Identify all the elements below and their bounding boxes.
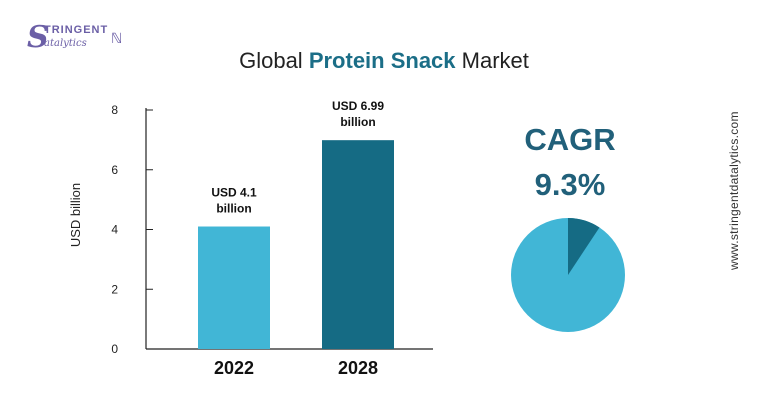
data-label: billion xyxy=(340,115,375,129)
y-tick-label: 2 xyxy=(111,282,118,296)
title-highlight: Protein Snack xyxy=(308,48,456,73)
y-axis-title: USD billion xyxy=(68,183,83,247)
data-label: billion xyxy=(216,202,251,216)
website-url: www.stringentdatalytics.com xyxy=(727,111,741,270)
y-tick-label: 6 xyxy=(111,163,118,177)
bar-2028 xyxy=(322,140,394,349)
logo-initial: S xyxy=(27,20,49,55)
cagr-value: 9.3% xyxy=(534,167,606,202)
title-suffix: Market xyxy=(455,48,529,73)
pie-slice-cagr xyxy=(568,218,600,275)
chart-title: Global Protein Snack Market xyxy=(0,48,768,74)
y-tick-label: 4 xyxy=(111,223,118,237)
bar-2022 xyxy=(198,226,270,349)
title-prefix: Global xyxy=(239,48,309,73)
logo-text-bottom: atalytics xyxy=(44,38,87,49)
data-label: USD 6.99 xyxy=(332,99,384,113)
data-label: USD 4.1 xyxy=(211,186,257,200)
cagr-label: CAGR xyxy=(524,122,616,157)
x-tick-label: 2022 xyxy=(214,358,254,378)
logo-text-top: TRINGENT xyxy=(44,24,109,36)
y-tick-label: 0 xyxy=(111,342,118,356)
x-tick-label: 2028 xyxy=(338,358,378,378)
y-tick-label: 8 xyxy=(111,103,118,117)
logo: S TRINGENT atalytics ℕ xyxy=(27,22,127,56)
logo-mark-icon: ℕ xyxy=(111,30,123,46)
